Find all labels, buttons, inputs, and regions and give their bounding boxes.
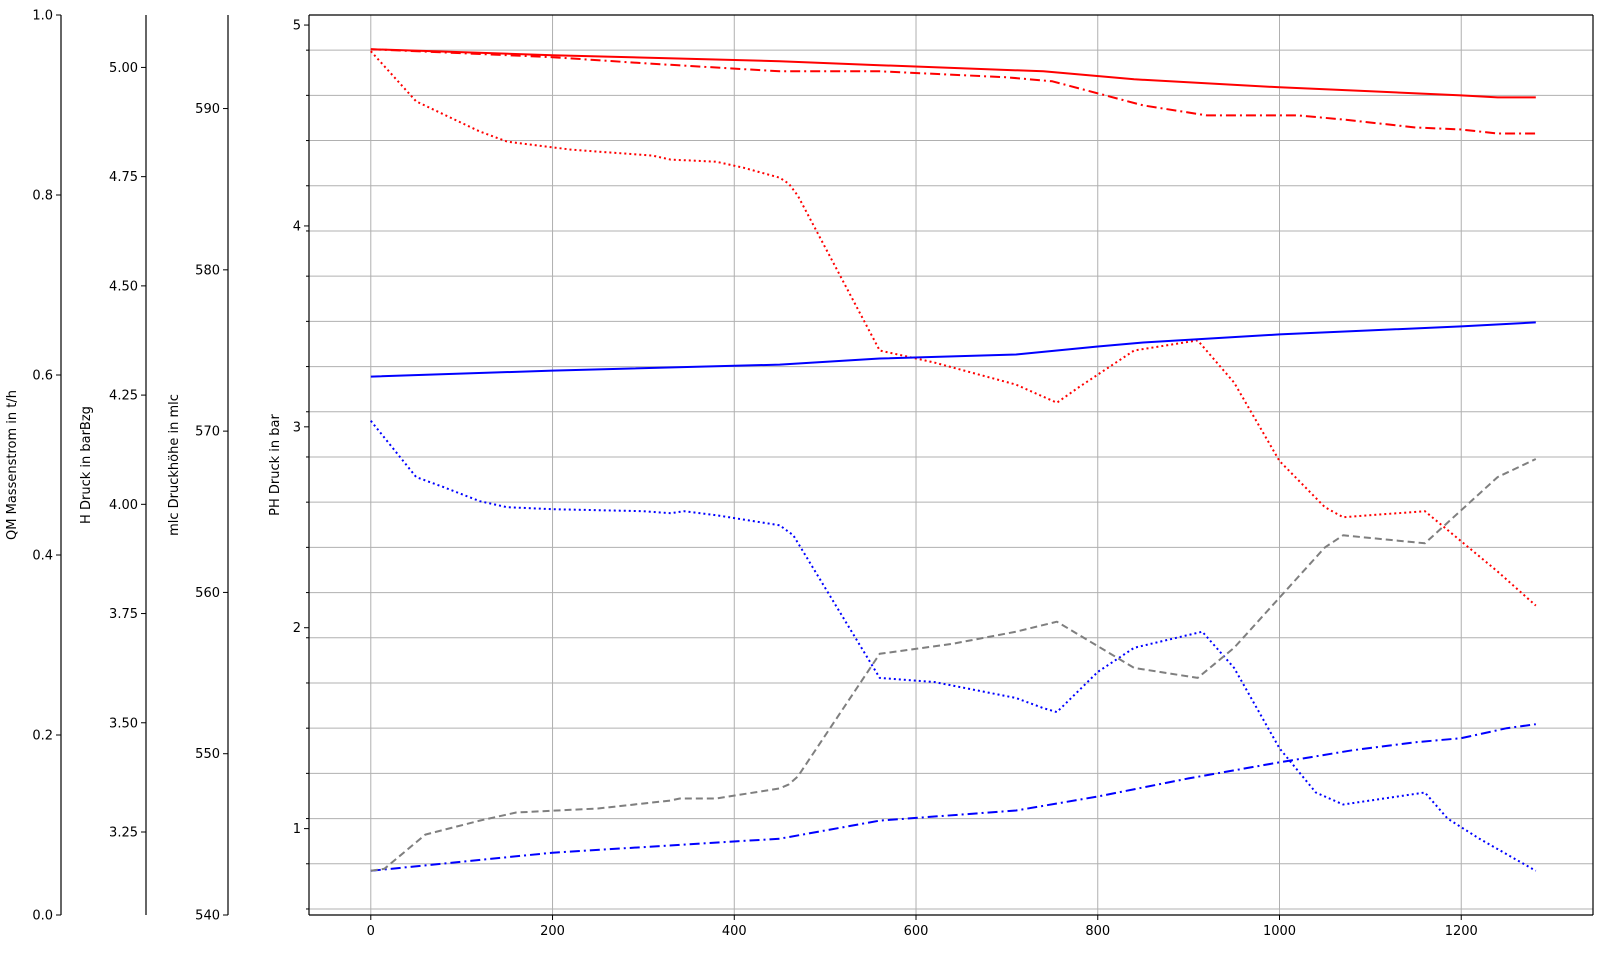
h-tick-label: 4.25 [109,389,138,404]
series-line [370,50,1537,607]
mlc-tick-label: 580 [195,263,220,278]
h-tick-label: 4.50 [109,279,138,294]
h-tick-label: 3.25 [109,825,138,840]
series-line [370,723,1536,872]
x-tick-label: 1000 [1263,924,1296,939]
h-tick-label: 4.00 [109,498,138,513]
qm-tick-label: 0.2 [32,729,53,744]
mlc-tick-label: 560 [195,586,220,601]
x-tick-label: 600 [904,924,929,939]
ph-tick-label: 1 [293,822,301,837]
x-tick-label: 0 [367,924,375,939]
qm-tick-label: 1.0 [32,9,53,24]
qm-tick-label: 0.0 [32,909,53,924]
x-tick-label: 800 [1085,924,1110,939]
mlc-tick-label: 570 [195,425,220,440]
ph-tick-label: 5 [293,19,301,34]
qm-tick-label: 0.8 [32,189,53,204]
grid [309,15,1593,915]
series-line [370,48,1536,135]
ph-axis-label: PH Druck in bar [268,414,283,516]
x-tick-label: 200 [540,924,565,939]
mlc-tick-label: 590 [195,102,220,117]
h-tick-label: 3.50 [109,716,138,731]
h-axis-label: H Druck in barBzg [79,406,94,524]
qm-tick-label: 0.6 [32,369,53,384]
h-tick-label: 4.75 [109,170,138,185]
series-line [370,458,1537,872]
series-group [370,48,1537,872]
mlc-tick-label: 550 [195,747,220,762]
h-tick-label: 5.00 [109,61,138,76]
qm-tick-label: 0.4 [32,549,53,564]
series-line [370,48,1536,99]
x-tick-label: 1200 [1445,924,1478,939]
series-line [370,321,1536,378]
ph-tick-label: 3 [293,420,301,435]
mlc-axis-label: mlc Druckhöhe in mlc [167,394,182,536]
ph-tick-label: 4 [293,219,301,234]
axes-group: 0 200 400 600 800 1000 1200 1 2 3 4 5 PH Druck in ba… [5,9,1594,939]
h-tick-label: 3.75 [109,607,138,622]
x-tick-label: 400 [722,924,747,939]
ph-tick-label: 2 [293,621,301,636]
mlc-tick-label: 540 [195,909,220,924]
series-line [370,420,1537,872]
qm-axis-label: QM Massenstrom in t/h [5,390,20,540]
